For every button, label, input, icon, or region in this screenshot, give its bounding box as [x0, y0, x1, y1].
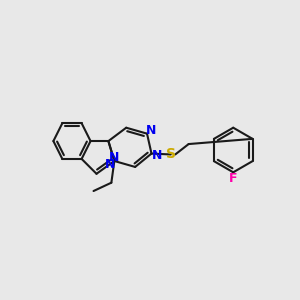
Text: N: N — [146, 124, 156, 137]
Text: N: N — [109, 151, 119, 164]
Text: N: N — [152, 148, 162, 162]
Text: S: S — [166, 148, 176, 161]
Text: N: N — [105, 158, 116, 171]
Text: F: F — [229, 172, 238, 185]
